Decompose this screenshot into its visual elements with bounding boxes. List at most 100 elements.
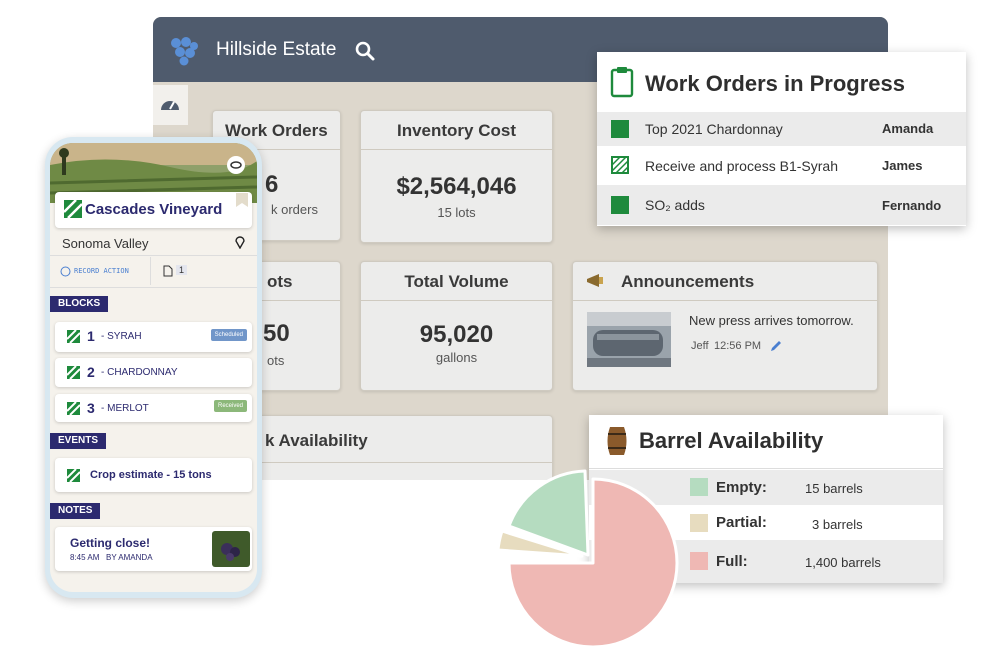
card-sub: 15 lots (437, 205, 476, 220)
inventory-card: Inventory Cost $2,564,046 15 lots (360, 110, 553, 243)
divider (50, 287, 257, 288)
vineyard-icon (64, 200, 82, 218)
block-item[interactable]: 2 - CHARDONNAY (55, 358, 252, 387)
search-icon[interactable] (354, 40, 376, 62)
vineyard-title: Cascades Vineyard (85, 201, 223, 218)
location: Sonoma Valley (62, 236, 149, 251)
block-number: 3 (87, 400, 95, 416)
sidebar-item[interactable] (153, 85, 188, 125)
logo (171, 37, 198, 66)
note-title: Getting close! (70, 536, 151, 550)
note-item[interactable]: Getting close! 8:45 AM BY AMANDA (55, 527, 252, 571)
card-title: ots (267, 272, 293, 291)
card-header (213, 262, 340, 301)
announcement-time: 12:56 PM (714, 340, 762, 352)
card-sub: gallons (435, 350, 478, 365)
card-header (573, 262, 877, 301)
vineyard-header: Cascades Vineyard (55, 192, 252, 228)
barrel-row: Full: 1,400 barrels (589, 540, 943, 583)
barrel-label: Full: (716, 553, 748, 570)
block-item[interactable]: 1 - SYRAH Scheduled (55, 322, 252, 352)
block-icon (67, 366, 80, 379)
block-number: 2 (87, 364, 95, 380)
divider (589, 468, 943, 469)
block-item[interactable]: 3 - MERLOT Received (55, 394, 252, 422)
popup-title: Work Orders in Progress (645, 71, 906, 96)
gauge-icon (161, 101, 179, 110)
event-item[interactable]: Crop estimate - 15 tons (55, 458, 252, 492)
assignee: James (882, 158, 923, 173)
section-label: NOTES (50, 503, 101, 519)
barrel-popup: Barrel Availability Empty: 15 barrels Pa… (589, 415, 943, 583)
work-order-row: SO₂ adds Fernando (597, 185, 966, 225)
work-order-row: Receive and process B1-Syrah James (597, 146, 966, 185)
barrel-value: 1,400 barrels (805, 555, 881, 570)
block-name: - SYRAH (101, 331, 142, 342)
status-icon (611, 156, 629, 174)
note-photo (212, 531, 250, 567)
record-action[interactable]: RECORD ACTION (74, 267, 129, 275)
phone: Cascades Vineyard Sonoma Valley RECORD A… (45, 137, 262, 598)
barrel-label: Empty: (716, 479, 767, 496)
event-text: Crop estimate - 15 tons (90, 469, 212, 481)
card-value: 6 (265, 171, 279, 198)
card-value: 95,020 (419, 321, 494, 348)
card-sub: k orders (271, 202, 318, 217)
megaphone-icon (587, 274, 603, 287)
doc-icon (163, 265, 173, 277)
check-icon (60, 266, 71, 277)
note-author: BY AMANDA (106, 553, 153, 562)
divider (50, 255, 257, 256)
barrel-label: Partial: (716, 514, 767, 531)
swatch (690, 552, 708, 570)
app-title: Hillside Estate (216, 39, 337, 60)
block-name: - CHARDONNAY (101, 367, 178, 378)
volume-card: Total Volume 95,020 gallons (360, 261, 553, 391)
press-photo (587, 312, 671, 367)
assignee: Fernando (882, 198, 942, 213)
announcements-card: Announcements New press arrives tomorrow… (572, 261, 878, 391)
bookmark-icon[interactable] (236, 193, 248, 207)
clipboard-icon (610, 67, 634, 98)
card-header (213, 416, 552, 463)
assignee: Amanda (882, 121, 934, 136)
card-sub: ots (267, 353, 285, 368)
pin-icon (235, 236, 245, 249)
announcement-author: Jeff (691, 340, 709, 352)
barrel-value: 3 barrels (812, 517, 863, 532)
card-value: $2,564,046 (396, 173, 517, 200)
divider (150, 257, 151, 285)
block-number: 1 (87, 328, 95, 344)
phone-screen: Cascades Vineyard Sonoma Valley RECORD A… (50, 143, 257, 592)
card-title: Total Volume (404, 272, 509, 291)
work-orders-popup: Work Orders in Progress Top 2021 Chardon… (597, 52, 966, 226)
pie-slice (507, 469, 590, 557)
section-label: BLOCKS (50, 296, 109, 312)
status-badge: Received (213, 400, 247, 412)
card-title: k Availability (265, 431, 368, 450)
barrel-icon (607, 427, 627, 455)
doc-count: 1 (176, 265, 188, 275)
task: Top 2021 Chardonnay (645, 121, 783, 137)
edit-icon[interactable] (769, 339, 783, 353)
event-icon (67, 469, 80, 482)
card-title: Announcements (621, 272, 755, 291)
card-header (361, 262, 552, 301)
status-badge: Scheduled (210, 329, 247, 341)
barrel-value: 15 barrels (805, 481, 863, 496)
task: Receive and process B1-Syrah (645, 158, 838, 174)
block-name: - MERLOT (101, 403, 149, 414)
pie-slice (496, 529, 584, 558)
status-icon (611, 196, 629, 214)
note-time: 8:45 AM (70, 553, 100, 562)
work-order-row: Top 2021 Chardonnay Amanda (597, 112, 966, 146)
swatch (690, 514, 708, 532)
card-value: 50 (263, 320, 290, 347)
popup-title: Barrel Availability (639, 428, 824, 453)
card-header (361, 111, 552, 150)
status-icon (611, 120, 629, 138)
barrel-card: k Availability (212, 415, 553, 480)
block-icon (67, 330, 80, 343)
swatch (690, 478, 708, 496)
